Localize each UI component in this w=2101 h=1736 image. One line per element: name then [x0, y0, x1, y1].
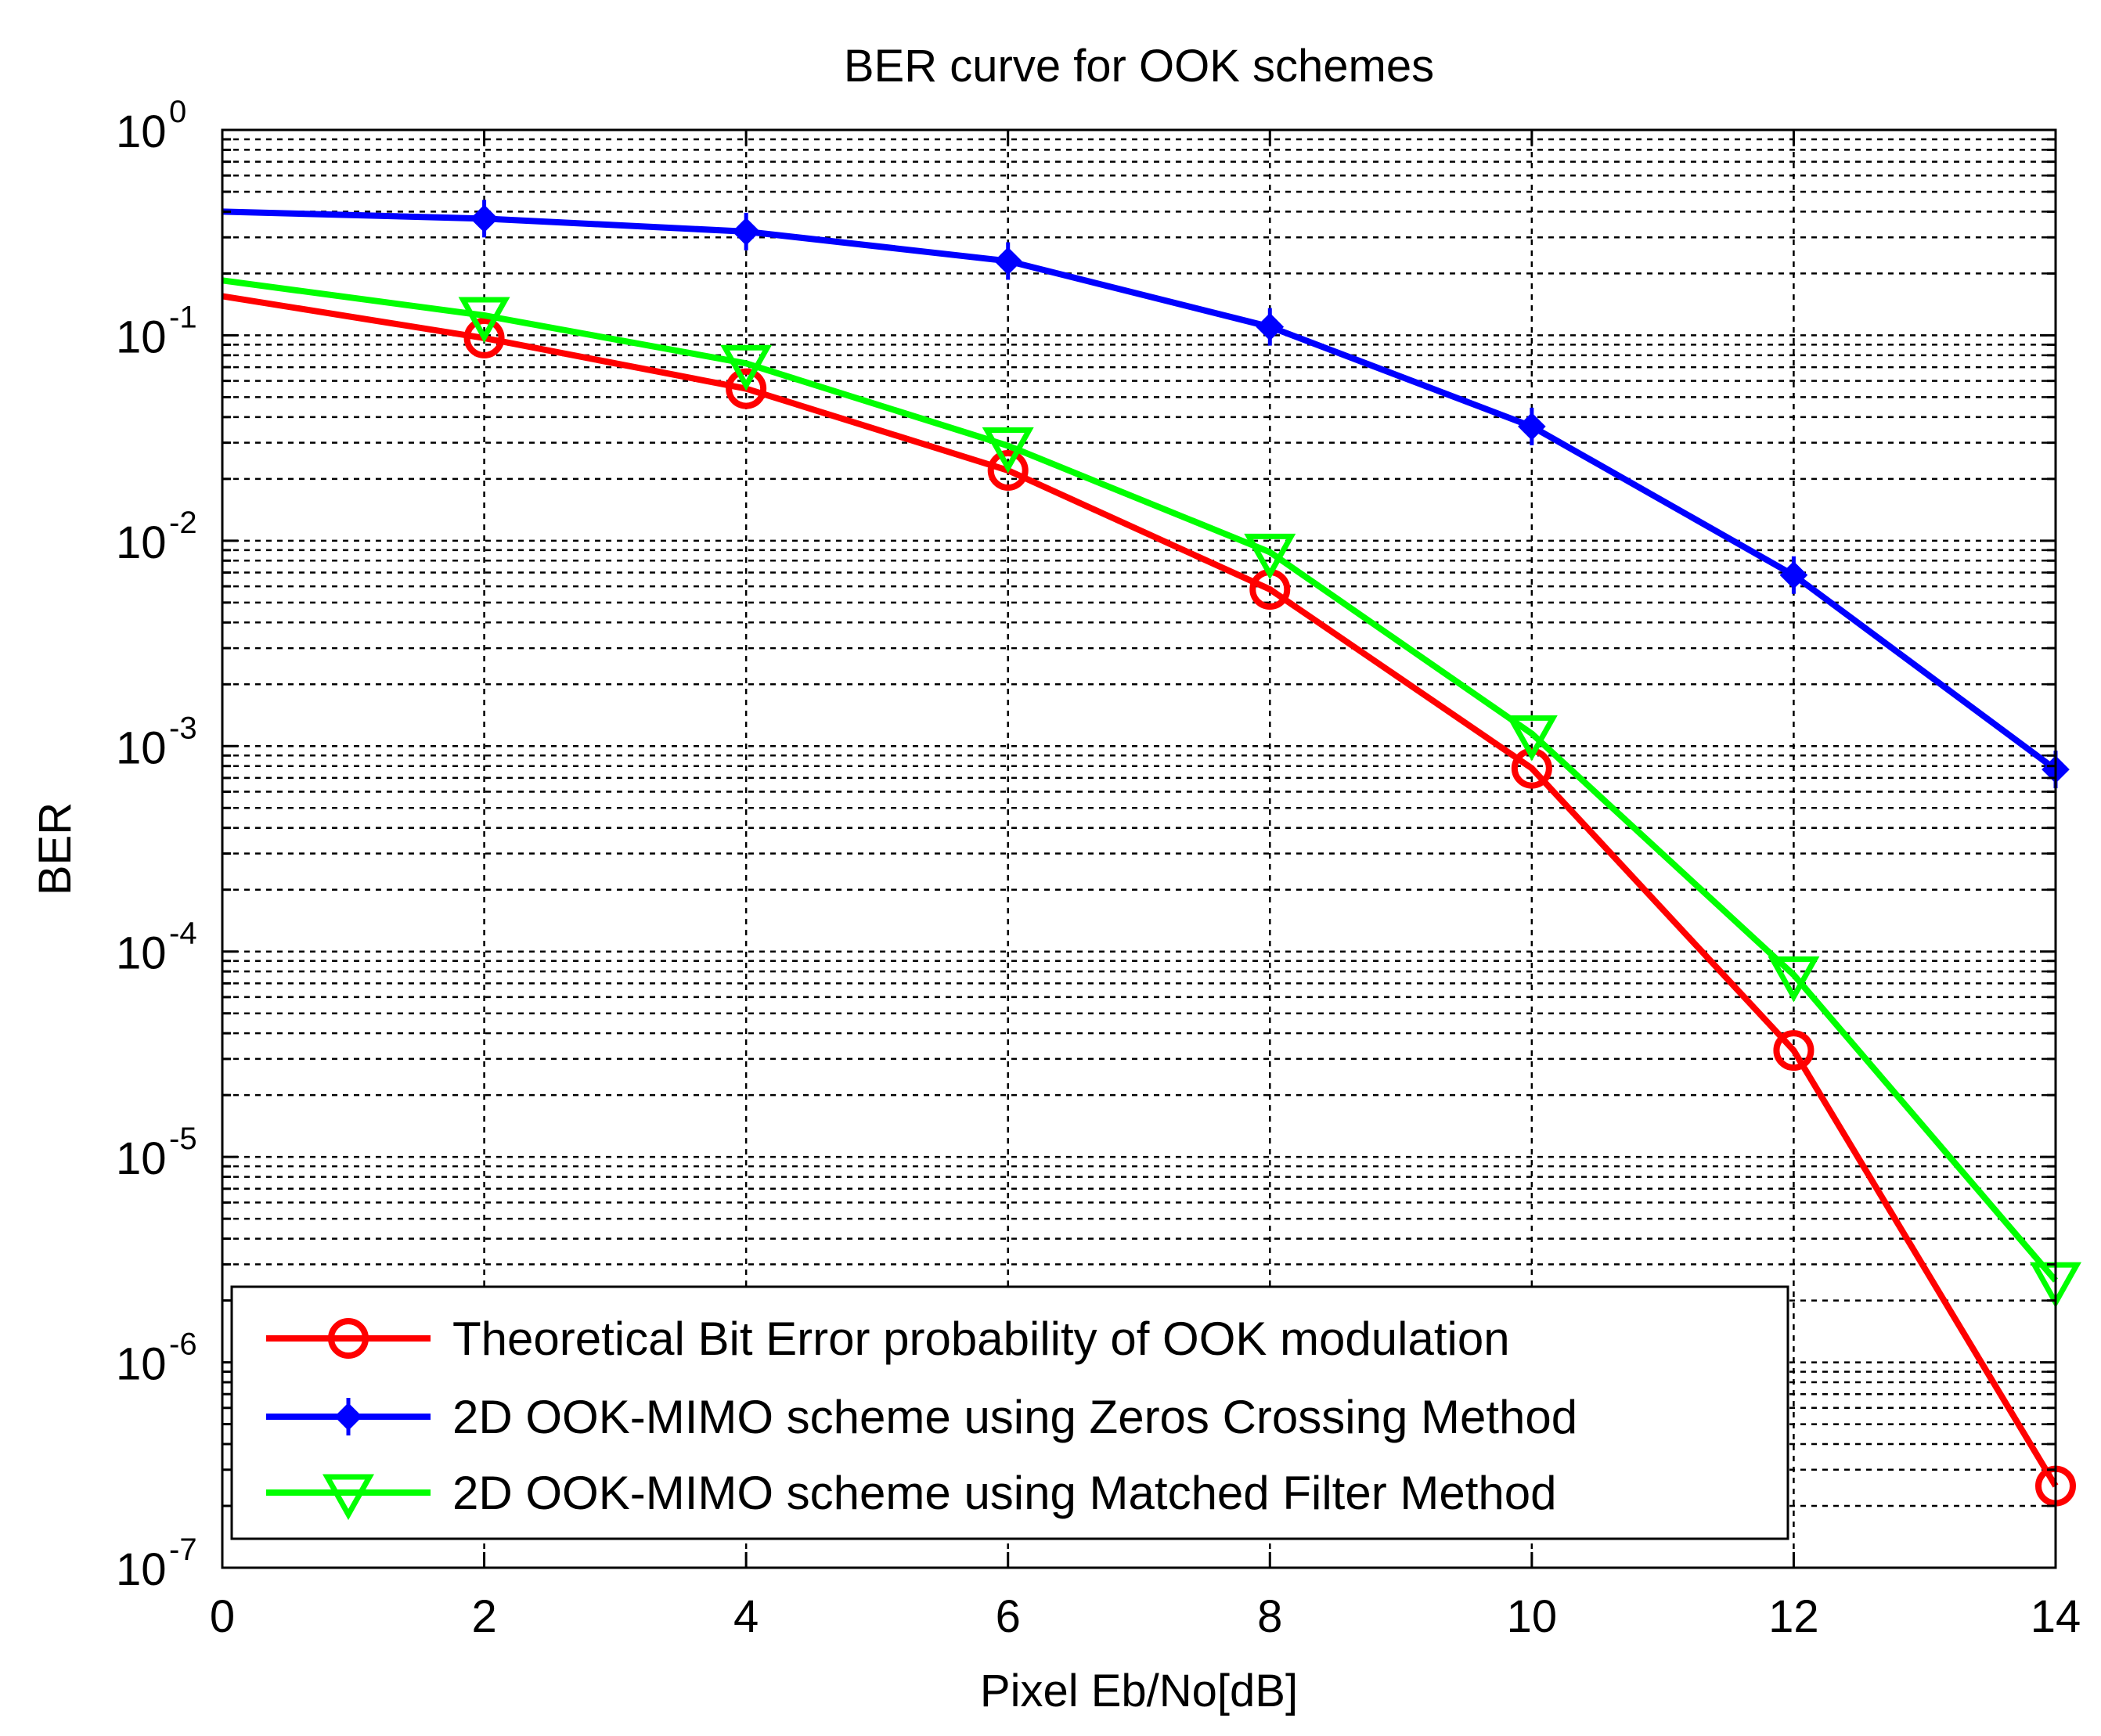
- x-tick-label: 14: [2031, 1591, 2081, 1642]
- triangle-down-marker: [323, 1474, 374, 1521]
- y-axis-label: BER: [30, 802, 81, 895]
- y-tick-label: 10 0: [116, 95, 186, 157]
- x-tick-label: 10: [1507, 1591, 1558, 1642]
- legend-entry-2: 2D OOK-MIMO scheme using Zeros Crossing …: [266, 1391, 1577, 1443]
- diamond-marker: [1518, 407, 1546, 445]
- circle-marker: [726, 368, 767, 409]
- y-tick-label: 10 -5: [116, 1122, 197, 1184]
- y-tick-exponent: -6: [169, 1327, 197, 1362]
- tick-marks: [221, 128, 2057, 1569]
- legend-box: [230, 1285, 1789, 1540]
- diamond-marker: [1256, 308, 1285, 346]
- circle-marker: [463, 317, 505, 358]
- x-tick-label: 6: [996, 1591, 1021, 1642]
- triangle-down-marker: [1505, 715, 1558, 762]
- y-tick-base: 10: [116, 312, 167, 362]
- legend-label: Theoretical Bit Error probability of OOK…: [452, 1313, 1510, 1365]
- legend-label: 2D OOK-MIMO scheme using Zeros Crossing …: [452, 1391, 1577, 1443]
- circle-marker: [1773, 1030, 1814, 1071]
- y-tick-base: 10: [116, 1339, 167, 1390]
- axes-frame: [221, 128, 2057, 1569]
- series-line: [222, 277, 2059, 1283]
- y-tick-exponent: -1: [169, 300, 197, 334]
- y-tick-base: 10: [116, 1544, 167, 1595]
- y-tick-exponent: -3: [169, 711, 197, 745]
- triangle-down-marker: [458, 297, 510, 344]
- x-tick-label: 4: [733, 1591, 759, 1642]
- y-tick-label: 10 -7: [116, 1533, 197, 1595]
- series-2: [222, 200, 2070, 789]
- y-tick-label: 10 -2: [116, 506, 197, 568]
- triangle-down-marker: [1768, 956, 1820, 1003]
- y-tick-base: 10: [116, 517, 167, 568]
- circle-marker: [987, 449, 1029, 491]
- y-tick-label: 10 -1: [116, 300, 197, 362]
- y-tick-exponent: -5: [169, 1122, 197, 1156]
- triangle-down-marker: [720, 344, 773, 391]
- y-tick-base: 10: [116, 928, 167, 979]
- y-tick-exponent: 0: [169, 95, 186, 129]
- x-tick-label: 2: [471, 1591, 496, 1642]
- triangle-down-marker: [1244, 533, 1296, 580]
- legend-entry-3: 2D OOK-MIMO scheme using Matched Filter …: [266, 1467, 1556, 1521]
- diamond-marker: [470, 200, 499, 238]
- x-tick-label: 12: [1768, 1591, 1819, 1642]
- diamond-marker: [334, 1398, 362, 1435]
- x-tick-label: 0: [210, 1591, 235, 1642]
- y-tick-exponent: -4: [169, 917, 197, 951]
- chart-title: BER curve for OOK schemes: [844, 41, 1434, 92]
- y-tick-base: 10: [116, 1133, 167, 1184]
- y-tick-label: 10 -4: [116, 917, 197, 979]
- x-tick-label: 8: [1257, 1591, 1282, 1642]
- y-tick-base: 10: [116, 722, 167, 773]
- legend: Theoretical Bit Error probability of OOK…: [230, 1285, 1789, 1540]
- x-tick-labels: 0 2 4 6 8 10 12 14: [210, 1591, 2081, 1642]
- legend-entry-1: Theoretical Bit Error probability of OOK…: [266, 1313, 1510, 1365]
- y-tick-base: 10: [116, 106, 167, 157]
- y-tick-exponent: -2: [169, 506, 197, 540]
- diamond-marker: [1779, 556, 1808, 594]
- x-axis-label: Pixel Eb/No[dB]: [980, 1666, 1298, 1716]
- series-line: [222, 208, 2058, 773]
- series-3: [222, 277, 2081, 1309]
- series-line: [222, 293, 2059, 1488]
- y-tick-exponent: -7: [169, 1533, 197, 1567]
- diamond-marker: [732, 212, 760, 250]
- triangle-down-marker: [982, 427, 1034, 474]
- legend-label: 2D OOK-MIMO scheme using Matched Filter …: [452, 1467, 1556, 1519]
- y-tick-label: 10 -3: [116, 711, 197, 773]
- diamond-marker: [993, 242, 1022, 280]
- circle-marker: [328, 1318, 369, 1359]
- y-tick-label: 10 -6: [116, 1327, 197, 1390]
